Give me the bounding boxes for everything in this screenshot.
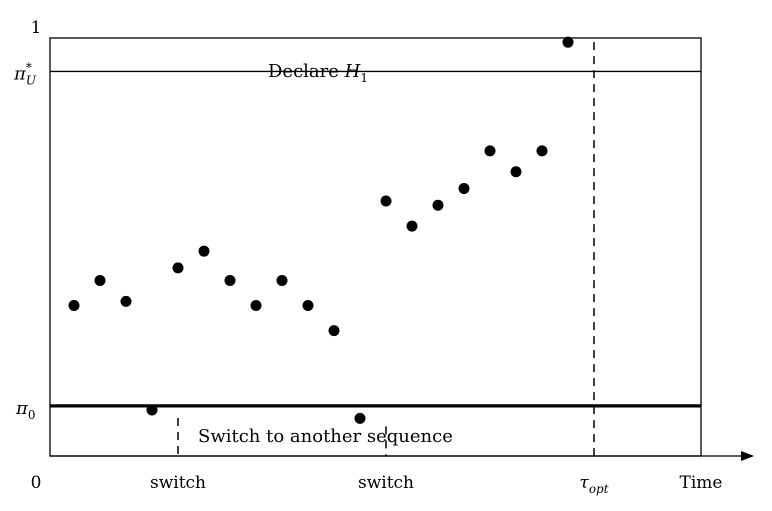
declare-region-label: Declare H1: [268, 61, 368, 85]
data-point: [276, 274, 288, 286]
data-point: [68, 300, 80, 312]
data-point: [432, 199, 444, 211]
switch-region-label: Switch to another sequence: [198, 426, 453, 447]
data-point: [354, 412, 366, 424]
data-point: [172, 262, 184, 274]
data-point: [146, 404, 158, 416]
data-point: [224, 274, 236, 286]
tau-opt-label: τopt: [579, 473, 608, 496]
data-point: [120, 295, 132, 307]
data-point: [562, 36, 574, 48]
switch-marker-label: switch: [150, 473, 206, 493]
origin-label: 0: [31, 473, 42, 493]
switch-marker-label: switch: [358, 473, 414, 493]
data-point: [328, 325, 340, 337]
time-axis-label: Time: [680, 473, 723, 493]
data-point: [510, 166, 522, 178]
data-point: [380, 195, 392, 207]
data-point: [406, 220, 418, 232]
lower-threshold-label: π0: [15, 398, 35, 422]
plot-frame: [49, 37, 702, 457]
data-point: [484, 145, 496, 157]
data-point: [198, 245, 210, 257]
upper-threshold-label: π* U: [13, 60, 37, 87]
data-point: [94, 274, 106, 286]
data-point: [302, 300, 314, 312]
y-top-label: 1: [31, 18, 42, 38]
data-point: [250, 300, 262, 312]
data-point: [536, 145, 548, 157]
data-point: [458, 182, 470, 194]
time-axis-arrowhead: [741, 451, 754, 461]
